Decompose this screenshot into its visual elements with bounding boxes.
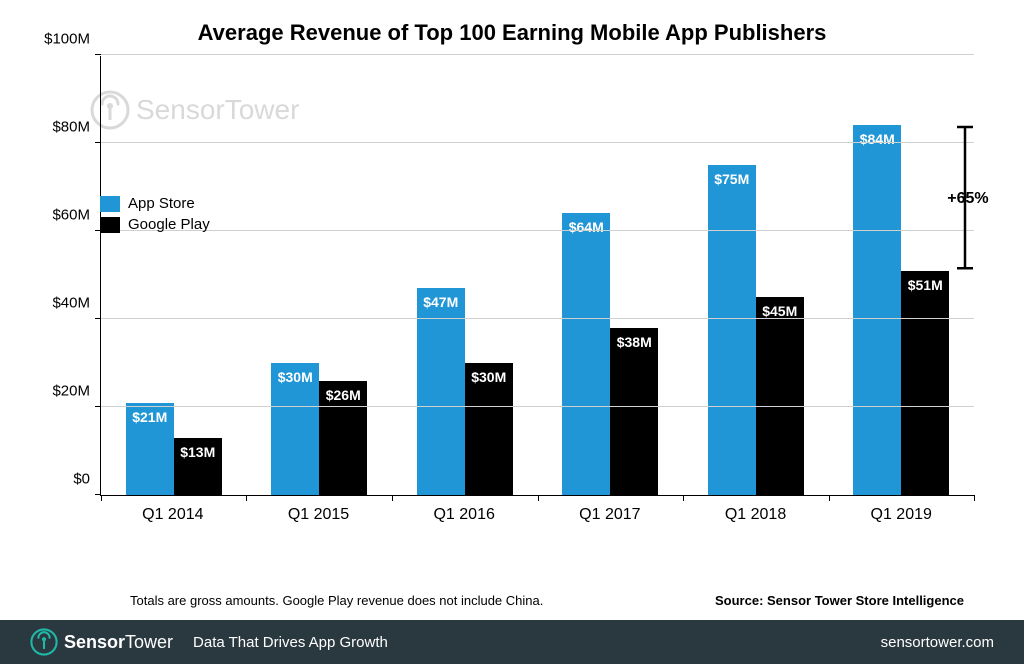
bar: $21M bbox=[126, 403, 174, 495]
footnote-row: Totals are gross amounts. Google Play re… bbox=[0, 593, 1024, 620]
bar-group: $84M $51M bbox=[829, 56, 975, 495]
footer-tower-icon bbox=[30, 628, 58, 656]
source-text: Source: Sensor Tower Store Intelligence bbox=[715, 593, 964, 608]
y-tick-mark bbox=[95, 406, 101, 407]
footer-url: sensortower.com bbox=[881, 634, 994, 651]
footnote-text: Totals are gross amounts. Google Play re… bbox=[130, 593, 543, 608]
bar-group: $75M $45M bbox=[683, 56, 829, 495]
bar-value-label: $84M bbox=[853, 131, 901, 147]
y-tick-mark bbox=[95, 142, 101, 143]
y-tick-label: $20M bbox=[52, 383, 90, 400]
bar-value-label: $64M bbox=[562, 219, 610, 235]
chart-area: Average Revenue of Top 100 Earning Mobil… bbox=[0, 0, 1024, 593]
y-tick-label: $80M bbox=[52, 119, 90, 136]
legend-label: Google Play bbox=[128, 216, 210, 233]
bar: $64M bbox=[562, 213, 610, 495]
bar: $75M bbox=[708, 165, 756, 495]
bar: $51M bbox=[901, 271, 949, 495]
bar: $47M bbox=[417, 288, 465, 495]
bar: $84M bbox=[853, 125, 901, 495]
bar-group: $21M $13M bbox=[101, 56, 247, 495]
legend-swatch bbox=[100, 196, 120, 212]
bar: $30M bbox=[465, 363, 513, 495]
bar: $45M bbox=[756, 297, 804, 495]
grid-line bbox=[101, 54, 974, 55]
y-axis: $0$20M$40M$60M$80M$100M bbox=[30, 56, 95, 496]
x-axis-label: Q1 2017 bbox=[537, 496, 683, 536]
diff-label: +65% bbox=[947, 190, 988, 208]
legend: App Store Google Play bbox=[100, 195, 210, 237]
footer-tagline: Data That Drives App Growth bbox=[193, 634, 388, 651]
x-axis-label: Q1 2014 bbox=[100, 496, 246, 536]
y-tick-label: $0 bbox=[73, 471, 90, 488]
legend-swatch bbox=[100, 217, 120, 233]
bar-value-label: $75M bbox=[708, 171, 756, 187]
bar-value-label: $45M bbox=[756, 303, 804, 319]
bar-value-label: $30M bbox=[271, 369, 319, 385]
y-tick-label: $40M bbox=[52, 295, 90, 312]
bar-value-label: $30M bbox=[465, 369, 513, 385]
x-axis-label: Q1 2018 bbox=[683, 496, 829, 536]
container: Average Revenue of Top 100 Earning Mobil… bbox=[0, 0, 1024, 664]
y-tick-label: $60M bbox=[52, 207, 90, 224]
bars-row: $21M$13M$30M$26M$47M$30M$64M$38M$75M$45M… bbox=[101, 56, 974, 495]
grid-line bbox=[101, 318, 974, 319]
x-axis-label: Q1 2015 bbox=[246, 496, 392, 536]
footer: SensorTower Data That Drives App Growth … bbox=[0, 620, 1024, 664]
x-axis-labels: Q1 2014Q1 2015Q1 2016Q1 2017Q1 2018Q1 20… bbox=[100, 496, 974, 536]
x-axis-label: Q1 2019 bbox=[828, 496, 974, 536]
y-tick-mark bbox=[95, 318, 101, 319]
grid-line bbox=[101, 406, 974, 407]
legend-item-app-store: App Store bbox=[100, 195, 210, 212]
y-tick-label: $100M bbox=[44, 31, 90, 48]
bar: $38M bbox=[610, 328, 658, 495]
legend-item-google-play: Google Play bbox=[100, 216, 210, 233]
bar-value-label: $51M bbox=[901, 277, 949, 293]
x-axis-label: Q1 2016 bbox=[391, 496, 537, 536]
plot-area: $21M$13M$30M$26M$47M$30M$64M$38M$75M$45M… bbox=[100, 56, 974, 496]
bar-group: $30M$26M bbox=[247, 56, 393, 495]
bar: $30M bbox=[271, 363, 319, 495]
bar-group: $64M $38M bbox=[538, 56, 684, 495]
grid-line bbox=[101, 230, 974, 231]
bar-value-label: $47M bbox=[417, 294, 465, 310]
bar: $26M bbox=[319, 381, 367, 495]
footer-brand-bold: Sensor bbox=[64, 632, 125, 652]
chart-title: Average Revenue of Top 100 Earning Mobil… bbox=[30, 20, 994, 46]
y-tick-mark bbox=[95, 54, 101, 55]
x-tick-mark bbox=[974, 495, 975, 501]
bar-value-label: $26M bbox=[319, 387, 367, 403]
bar: $13M bbox=[174, 438, 222, 495]
bar-value-label: $38M bbox=[610, 334, 658, 350]
legend-label: App Store bbox=[128, 195, 195, 212]
plot-wrapper: $0$20M$40M$60M$80M$100M $21M$13M$30M$26M… bbox=[100, 56, 974, 536]
bar-value-label: $21M bbox=[126, 409, 174, 425]
grid-line bbox=[101, 142, 974, 143]
footer-brand-light: Tower bbox=[125, 632, 173, 652]
bar-group: $47M $30M bbox=[392, 56, 538, 495]
footer-logo: SensorTower bbox=[30, 628, 173, 656]
bar-value-label: $13M bbox=[174, 444, 222, 460]
